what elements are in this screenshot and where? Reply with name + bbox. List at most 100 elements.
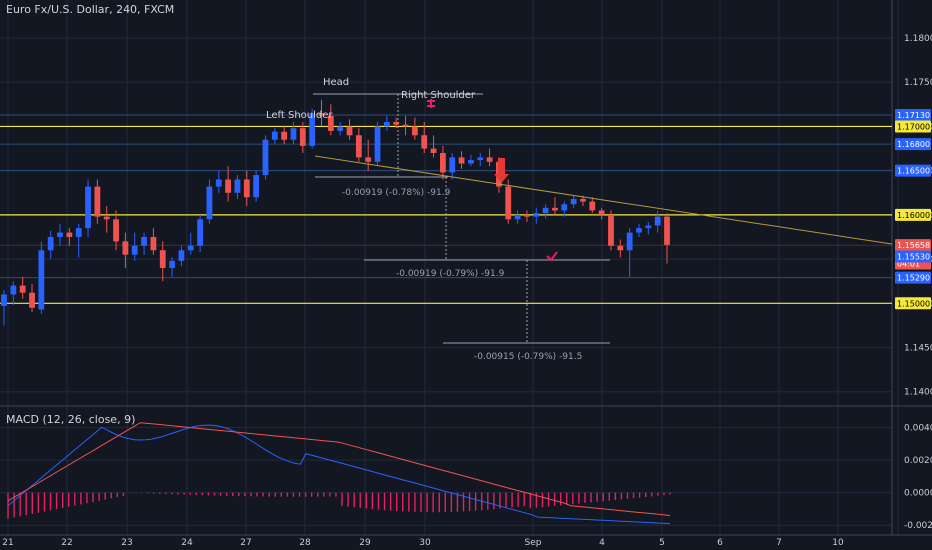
level-badge-label: 1.17130 bbox=[897, 111, 930, 120]
macd-title: MACD (12, 26, close, 9) bbox=[6, 413, 136, 426]
time-tick-label: 30 bbox=[419, 538, 431, 548]
candle-body bbox=[346, 126, 353, 136]
candle-body bbox=[47, 236, 54, 251]
candle-body bbox=[552, 207, 558, 211]
candle-body bbox=[113, 219, 119, 242]
candle-body bbox=[1, 294, 7, 306]
candle-body bbox=[402, 124, 409, 127]
candle-body bbox=[290, 128, 297, 140]
candle-body bbox=[38, 250, 45, 310]
time-tick-label: 10 bbox=[832, 538, 844, 548]
candle-body bbox=[197, 219, 203, 246]
candle-body bbox=[598, 210, 605, 215]
macd-tick-label: 0.0000 bbox=[904, 489, 932, 499]
candle-body bbox=[365, 157, 372, 162]
time-tick-label: 6 bbox=[717, 538, 723, 548]
price-badge-label: 04:01 bbox=[897, 260, 920, 269]
candle-body bbox=[449, 157, 456, 173]
candle-body bbox=[617, 245, 624, 251]
candle-body bbox=[468, 160, 474, 164]
candle-body bbox=[355, 135, 362, 158]
candle-body bbox=[570, 198, 577, 205]
measure-1-label: -0.00919 (-0.78%) -91.9 bbox=[342, 188, 451, 198]
time-tick-label: 5 bbox=[659, 538, 665, 548]
candle-body bbox=[141, 236, 147, 246]
candle-body bbox=[458, 157, 465, 164]
candle-body bbox=[608, 214, 614, 246]
candle-body bbox=[131, 245, 138, 255]
candle-body bbox=[439, 152, 446, 173]
candle-body bbox=[645, 225, 652, 229]
time-tick-label: 27 bbox=[240, 538, 251, 548]
candle-body bbox=[327, 115, 334, 131]
candle-body bbox=[318, 113, 325, 116]
candle-body bbox=[66, 232, 73, 237]
candle-body bbox=[57, 232, 63, 237]
candle-body bbox=[225, 179, 232, 193]
candle-body bbox=[234, 179, 241, 193]
candle-body bbox=[19, 285, 26, 293]
candle-body bbox=[103, 216, 110, 220]
symbol-title: Euro Fx/U.S. Dollar, 240, FXCM bbox=[6, 3, 175, 16]
level-badge bbox=[895, 271, 931, 284]
candle-body bbox=[421, 135, 428, 149]
x-marker-icon bbox=[427, 99, 435, 108]
left-shoulder-label: Left Shoulder bbox=[266, 110, 333, 121]
time-tick-label: 24 bbox=[181, 538, 193, 548]
head-label: Head bbox=[323, 77, 349, 88]
time-tick-label: 22 bbox=[61, 538, 72, 548]
level-badge bbox=[895, 120, 931, 133]
measure-3-label: -0.00915 (-0.79%) -91.5 bbox=[474, 352, 582, 362]
candle-body bbox=[10, 285, 17, 295]
time-tick-label: 4 bbox=[599, 538, 605, 548]
level-badge-label: 1.15000 bbox=[897, 299, 930, 308]
price-badge-label: 1.15530 bbox=[897, 252, 930, 261]
level-badge-label: 1.17000 bbox=[897, 122, 930, 131]
candle-body bbox=[411, 126, 418, 136]
candle-body bbox=[281, 131, 288, 140]
time-tick-label: 28 bbox=[299, 538, 311, 548]
candle-body bbox=[337, 126, 344, 131]
candle-body bbox=[94, 186, 101, 217]
level-badge-label: 1.15290 bbox=[897, 274, 930, 283]
candle-body bbox=[299, 128, 306, 146]
level-badge-label: 1.16800 bbox=[897, 140, 930, 149]
level-badge bbox=[895, 164, 931, 177]
price-tick-label: 1.14500 bbox=[904, 344, 932, 354]
level-badge bbox=[895, 297, 931, 310]
time-tick-label: 21 bbox=[2, 538, 13, 548]
candle-body bbox=[524, 214, 530, 217]
candle-body bbox=[636, 228, 642, 233]
candle-body bbox=[533, 213, 540, 217]
candle-body bbox=[514, 214, 521, 220]
time-tick-label: 23 bbox=[121, 538, 132, 548]
candle-body bbox=[374, 126, 381, 162]
candle-body bbox=[309, 113, 316, 146]
time-tick-label: 29 bbox=[359, 538, 371, 548]
check-marker-icon bbox=[546, 251, 558, 262]
candle-body bbox=[150, 236, 157, 251]
candle-body bbox=[178, 250, 185, 261]
candle-body bbox=[271, 131, 278, 140]
candle-body bbox=[122, 241, 129, 255]
measure-2-label: -0.00919 (-0.79%) -91.9 bbox=[396, 269, 505, 279]
price-tick-label: 1.17500 bbox=[904, 78, 932, 88]
candle-body bbox=[383, 122, 390, 127]
neckline-trendline bbox=[314, 155, 893, 245]
level-badge bbox=[895, 208, 931, 221]
candle-body bbox=[505, 186, 512, 220]
candle-body bbox=[430, 148, 437, 153]
candle-body bbox=[580, 198, 586, 202]
down-arrow-icon bbox=[494, 158, 509, 183]
time-tick-label: 7 bbox=[776, 538, 782, 548]
right-shoulder-label: Right Shoulder bbox=[401, 90, 476, 101]
candle-body bbox=[243, 179, 250, 198]
candle-body bbox=[262, 139, 269, 176]
candle-body bbox=[393, 122, 400, 125]
level-badge-label: 1.16000 bbox=[897, 211, 930, 220]
candle-body bbox=[626, 232, 633, 251]
